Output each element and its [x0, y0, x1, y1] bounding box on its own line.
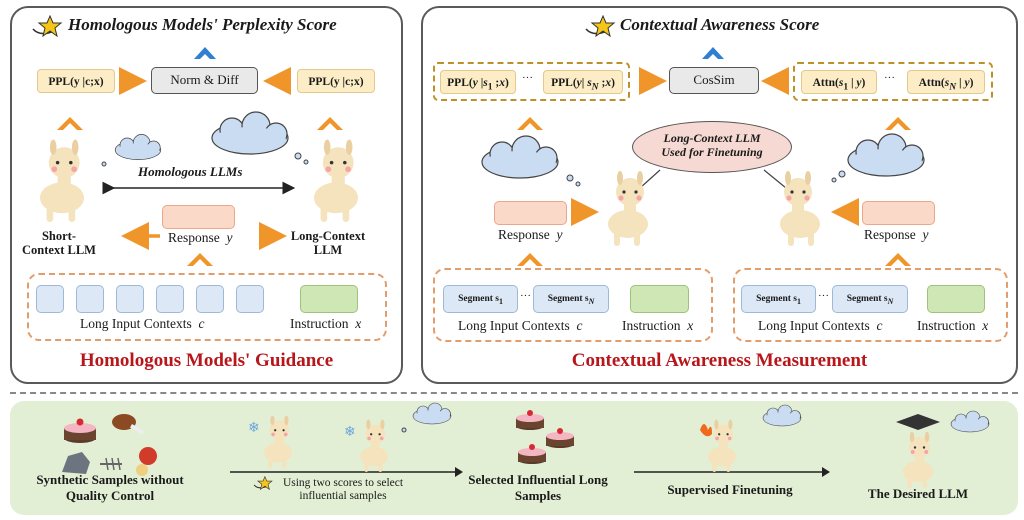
instruction-box-right-b	[927, 285, 985, 313]
section-divider	[10, 392, 1018, 394]
right-panel-footer: Contextual Awareness Measurement	[571, 350, 868, 371]
star-icon	[32, 15, 63, 37]
segment-first-b: Segment s1	[741, 285, 816, 313]
instruction-label-right-a: Instruction x	[622, 318, 694, 333]
desired-llm-label: The Desired LLM	[867, 486, 969, 501]
input-group-right-b	[733, 268, 1008, 342]
norm-diff-box: Norm & Diff	[151, 67, 258, 94]
context-segment	[156, 285, 184, 313]
mixed-samples-icon	[62, 414, 157, 476]
ppl-short-box: PPL(y |c;x)	[37, 69, 115, 93]
contexts-label-right-b: Long Input Contexts c	[758, 318, 883, 333]
instruction-box-right-a	[630, 285, 689, 313]
homologous-llms-label: Homologous LLMs	[138, 164, 243, 179]
using-scores-label: Using two scores to select influential s…	[282, 477, 404, 502]
attn-segment-last: Attn(sN | y)	[907, 70, 985, 94]
ppl-segment-last: PPL(y| sN ;x)	[543, 70, 623, 94]
context-segment	[76, 285, 104, 313]
left-panel-footer: Homologous Models' Guidance	[79, 350, 334, 371]
right-panel-title: Contextual Awareness Score	[620, 15, 820, 34]
input-group-right-a	[433, 268, 713, 342]
star-icon	[585, 15, 616, 37]
context-segment	[116, 285, 144, 313]
instruction-label-right-b: Instruction x	[917, 318, 989, 333]
context-segment	[36, 285, 64, 313]
sft-label: Supervised Finetuning	[667, 482, 793, 497]
up-chevron-icon	[702, 47, 724, 59]
ppl-segment-group	[433, 62, 630, 101]
contexts-label-left: Long Input Contexts c	[80, 316, 205, 331]
instruction-label-left: Instruction x	[290, 316, 362, 331]
finetune-llm-callout-text: Long-Context LLM Used for Finetuning	[661, 131, 763, 159]
attn-segment-group	[793, 62, 993, 101]
response-label-right-a: Response y	[498, 227, 563, 242]
response-box-left	[162, 205, 235, 229]
segment-last-a: Segment sN	[533, 285, 609, 313]
up-chevron-icon	[194, 47, 216, 59]
response-label-right-b: Response y	[864, 227, 929, 242]
synthetic-samples-label: Synthetic Samples without Quality Contro…	[36, 472, 184, 503]
short-context-llm-label: Short-Context LLM	[22, 229, 96, 257]
long-context-llm-label: Long-Context LLM	[290, 229, 366, 257]
attn-segment-first: Attn(s1 | y)	[801, 70, 877, 94]
input-group-left	[27, 273, 387, 341]
ellipsis: ···	[818, 290, 829, 302]
svg-text:❄: ❄	[248, 421, 260, 436]
svg-text:❄: ❄	[344, 425, 356, 440]
ppl-segment-first: PPL(y |s1 ;x)	[440, 70, 516, 94]
cossim-box: CosSim	[669, 67, 759, 94]
segment-last-b: Segment sN	[832, 285, 908, 313]
response-box-right-a	[494, 201, 567, 225]
ellipsis: ···	[884, 72, 895, 84]
instruction-box-left	[300, 285, 358, 313]
ppl-long-box: PPL(y |c;x)	[297, 69, 375, 93]
selected-samples-label: Selected Influential Long Samples	[468, 472, 608, 503]
context-segment	[236, 285, 264, 313]
star-icon	[253, 476, 273, 490]
ellipsis: ···	[520, 290, 531, 302]
selected-cakes-icon	[516, 410, 574, 464]
finetune-llm-callout	[632, 121, 792, 173]
left-panel-title: Homologous Models' Perplexity Score	[68, 15, 337, 34]
response-label-left: Response y	[168, 230, 233, 245]
contexts-label-right-a: Long Input Contexts c	[458, 318, 583, 333]
pipeline-strip	[10, 401, 1018, 515]
context-segment	[196, 285, 224, 313]
response-box-right-b	[862, 201, 935, 225]
segment-first-a: Segment s1	[443, 285, 518, 313]
ellipsis: ···	[522, 72, 533, 84]
